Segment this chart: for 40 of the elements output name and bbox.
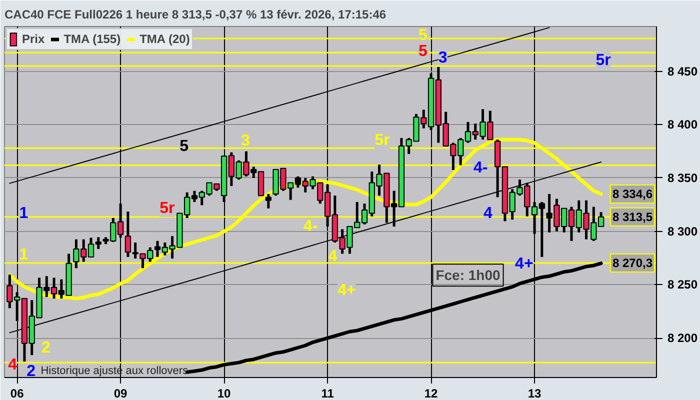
candlestick: [265, 192, 272, 210]
y-tick-label: 8 450: [668, 64, 698, 78]
annotation: 4-: [473, 159, 488, 176]
annotation: 1: [19, 246, 28, 264]
y-tick-label: 8 200: [668, 331, 698, 346]
y-tick-label: 8 300: [668, 224, 698, 238]
x-tick-label: 11: [321, 386, 334, 400]
x-tick-label: 13: [528, 386, 542, 400]
legend-label: TMA (20): [140, 32, 190, 46]
annotation: 4: [484, 205, 493, 222]
annotation: 4: [8, 356, 18, 374]
legend-label: TMA (155): [64, 32, 121, 46]
y-tick-label: 8 400: [668, 118, 698, 132]
annotation: 4: [328, 248, 338, 265]
annotation: 5r: [374, 132, 390, 150]
ref-line-label: 8 270,3: [612, 256, 653, 270]
legend-label: Prix: [22, 32, 45, 46]
annotation: 5: [418, 42, 428, 60]
y-tick-label: 8 250: [668, 278, 698, 292]
annotation: Fce: 1h00: [436, 267, 501, 284]
ref-line-label: 8 313,5: [612, 210, 653, 224]
annotation: 3: [438, 49, 448, 66]
annotation: 4-: [303, 218, 318, 235]
text: 8 334,6: [612, 187, 653, 201]
x-tick-label: 12: [424, 386, 438, 400]
annotation: 5r: [160, 200, 175, 217]
annotation: 5: [180, 138, 189, 155]
annotation: 1: [19, 205, 28, 222]
x-tick-label: 09: [114, 386, 128, 400]
y-tick-label: 8 350: [668, 170, 698, 185]
annotation: 4+: [338, 282, 356, 299]
x-tick-label: 10: [217, 386, 232, 400]
annotation: 2: [41, 340, 50, 357]
annotation: 4+: [515, 255, 534, 272]
chart-title: CAC40 FCE Full0226 1 heure 8 313,5 -0,37 % 13 févr. 2026, 17:15:46: [4, 8, 386, 22]
x-tick-label: 06: [10, 386, 24, 400]
annotation: 5: [418, 26, 428, 44]
annotation: 3: [241, 132, 250, 150]
annotation: 2: [26, 363, 36, 380]
annotation: 5r: [596, 52, 611, 70]
